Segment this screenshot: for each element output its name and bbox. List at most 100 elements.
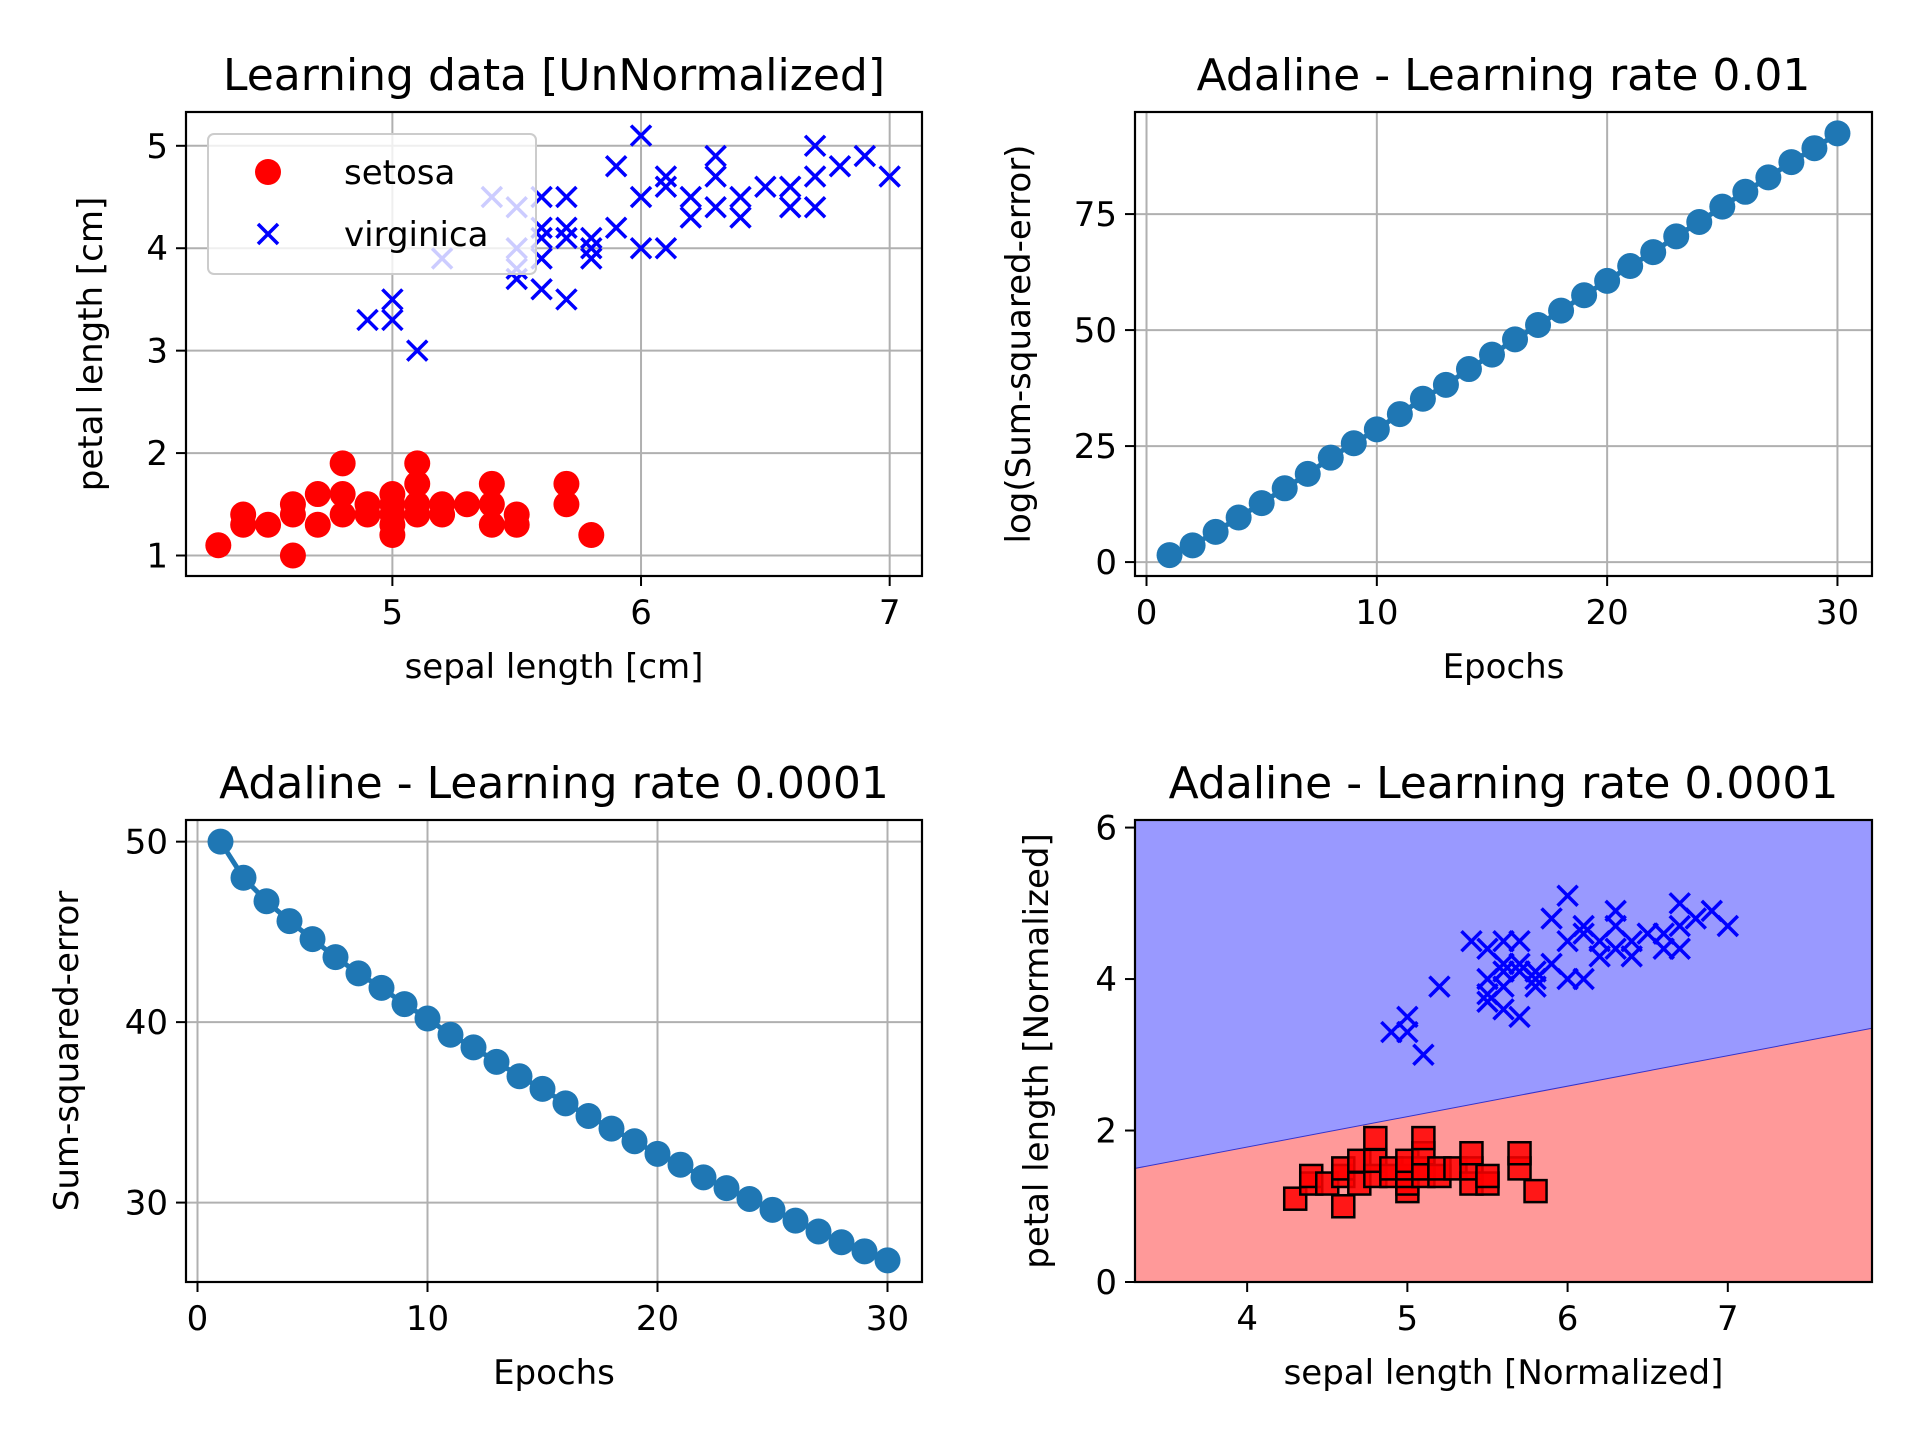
- x-tick-label: 7: [1717, 1299, 1739, 1339]
- x-tick-label: 10: [1355, 593, 1398, 633]
- point: [1594, 267, 1621, 294]
- point: [1317, 444, 1344, 471]
- point: [1572, 922, 1595, 945]
- point: [1225, 504, 1252, 531]
- y-tick-label: 2: [1095, 1112, 1117, 1152]
- x-tick-label: 4: [1236, 1299, 1258, 1339]
- point: [255, 511, 282, 538]
- point: [1409, 385, 1436, 412]
- y-axis-label: log(Sum-squared-error): [999, 145, 1039, 544]
- point: [729, 206, 752, 229]
- point: [580, 226, 603, 250]
- plot-area: [186, 112, 922, 576]
- point: [729, 185, 752, 209]
- point: [1459, 1140, 1484, 1166]
- point: [1508, 929, 1531, 953]
- series-line: [218, 840, 889, 1263]
- point: [713, 1175, 740, 1202]
- point: [1716, 914, 1740, 938]
- point: [329, 450, 356, 477]
- point: [1432, 371, 1459, 398]
- point: [1572, 967, 1595, 991]
- point: [782, 1207, 809, 1234]
- point: [478, 511, 505, 538]
- point: [778, 196, 802, 219]
- point: [828, 1229, 855, 1256]
- point: [704, 144, 727, 168]
- point: [1508, 1005, 1531, 1029]
- chart-title: Adaline - Learning rate 0.0001: [219, 758, 889, 809]
- point: [478, 491, 505, 518]
- y-tick-label: 0: [1095, 543, 1117, 583]
- y-tick-label: 25: [1074, 427, 1117, 467]
- point: [629, 185, 653, 209]
- point: [644, 1140, 671, 1167]
- point: [1460, 929, 1483, 953]
- point: [1709, 193, 1736, 220]
- point: [1668, 914, 1691, 938]
- legend-marker: [255, 159, 281, 185]
- point: [381, 308, 404, 332]
- x-tick-label: 30: [866, 1299, 909, 1339]
- point: [1524, 960, 1547, 983]
- x-tick-label: 6: [630, 593, 652, 633]
- x-tick-label: 30: [1816, 593, 1859, 633]
- point: [1668, 937, 1691, 960]
- point: [230, 501, 257, 528]
- point: [803, 165, 827, 188]
- legend-label: setosa: [344, 153, 455, 193]
- point: [322, 944, 349, 971]
- point: [460, 1034, 487, 1061]
- point: [1640, 239, 1667, 266]
- point: [1548, 297, 1575, 324]
- point: [1363, 1125, 1388, 1151]
- chart-title: Adaline - Learning rate 0.01: [1197, 50, 1811, 101]
- point: [578, 522, 605, 549]
- point: [1412, 1043, 1435, 1067]
- plot-area: [1135, 820, 1872, 1282]
- chart-title: Learning data [UnNormalized]: [223, 50, 885, 101]
- point: [1492, 998, 1515, 1021]
- point: [1492, 960, 1515, 983]
- point: [483, 1048, 510, 1075]
- point: [329, 501, 356, 528]
- point: [1556, 967, 1579, 991]
- point: [667, 1151, 694, 1178]
- point: [1411, 1125, 1436, 1151]
- point: [1525, 311, 1552, 338]
- point: [304, 511, 331, 538]
- point: [604, 216, 628, 239]
- axes-frame: [1133, 110, 1874, 578]
- legend: setosa virginica: [207, 133, 537, 275]
- point: [404, 470, 431, 497]
- point: [828, 155, 852, 178]
- point: [1778, 149, 1805, 176]
- point: [690, 1164, 717, 1191]
- x-tick-label: 20: [636, 1299, 679, 1339]
- point: [368, 974, 395, 1001]
- point: [604, 155, 628, 178]
- point: [253, 888, 280, 915]
- point: [1294, 460, 1321, 487]
- point: [1475, 1163, 1500, 1189]
- point: [1478, 341, 1505, 368]
- point: [654, 236, 678, 260]
- point: [207, 828, 234, 855]
- y-tick-label: 4: [146, 229, 168, 269]
- point: [736, 1185, 763, 1212]
- point: [329, 481, 356, 508]
- y-tick-label: 5: [146, 127, 168, 167]
- point: [1620, 929, 1643, 953]
- point: [629, 236, 653, 260]
- x-axis-label: Epochs: [1443, 647, 1565, 687]
- point: [1363, 416, 1390, 443]
- point: [1507, 1140, 1532, 1166]
- y-tick-label: 2: [146, 434, 168, 474]
- point: [754, 175, 777, 199]
- x-tick-label: 10: [406, 1299, 449, 1339]
- point: [1556, 884, 1579, 907]
- point: [1202, 518, 1229, 545]
- y-tick-label: 40: [125, 1003, 168, 1043]
- point: [1540, 907, 1563, 930]
- point: [555, 288, 578, 311]
